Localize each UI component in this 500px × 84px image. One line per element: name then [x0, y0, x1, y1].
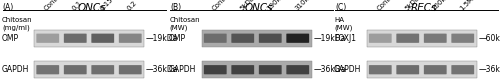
- FancyBboxPatch shape: [204, 34, 227, 43]
- Text: (C): (C): [335, 3, 346, 12]
- Text: GAPDH: GAPDH: [169, 65, 196, 74]
- FancyBboxPatch shape: [452, 34, 474, 43]
- Text: 1.5MDa: 1.5MDa: [458, 0, 481, 11]
- FancyBboxPatch shape: [204, 65, 227, 74]
- Text: FOXJ1: FOXJ1: [334, 34, 356, 43]
- Text: 5kDa: 5kDa: [238, 0, 256, 11]
- FancyBboxPatch shape: [259, 34, 281, 43]
- FancyBboxPatch shape: [286, 34, 309, 43]
- Bar: [202, 61, 312, 78]
- Text: OMP: OMP: [169, 34, 186, 43]
- Bar: [366, 61, 476, 78]
- Text: —36kDa: —36kDa: [146, 65, 178, 74]
- FancyBboxPatch shape: [119, 65, 142, 74]
- FancyBboxPatch shape: [36, 34, 59, 43]
- Text: —60kDa: —60kDa: [478, 34, 500, 43]
- Text: Control: Control: [376, 0, 398, 11]
- Text: Control: Control: [44, 0, 66, 11]
- Text: 0.15: 0.15: [98, 0, 114, 11]
- Bar: [202, 30, 312, 47]
- Text: OMP: OMP: [2, 34, 18, 43]
- FancyBboxPatch shape: [369, 65, 392, 74]
- Text: (A): (A): [2, 3, 14, 12]
- Text: GAPDH: GAPDH: [2, 65, 29, 74]
- Text: ONCs: ONCs: [78, 3, 106, 13]
- Text: ONCs: ONCs: [245, 3, 274, 13]
- Bar: [34, 61, 144, 78]
- FancyBboxPatch shape: [232, 34, 254, 43]
- FancyBboxPatch shape: [424, 65, 446, 74]
- Text: —36kDa: —36kDa: [478, 65, 500, 74]
- Bar: [366, 30, 476, 47]
- Text: Chitosan
(MW): Chitosan (MW): [170, 17, 200, 31]
- FancyBboxPatch shape: [259, 65, 281, 74]
- Text: —36kDa: —36kDa: [314, 65, 346, 74]
- Text: —19kDa: —19kDa: [314, 34, 346, 43]
- FancyBboxPatch shape: [92, 34, 114, 43]
- Bar: [34, 30, 144, 47]
- FancyBboxPatch shape: [92, 65, 114, 74]
- Text: HA
(MW): HA (MW): [334, 17, 353, 31]
- FancyBboxPatch shape: [36, 65, 59, 74]
- FancyBboxPatch shape: [396, 65, 419, 74]
- Text: GAPDH: GAPDH: [334, 65, 361, 74]
- Text: (B): (B): [170, 3, 181, 12]
- Text: 200kDa: 200kDa: [431, 0, 454, 11]
- FancyBboxPatch shape: [396, 34, 419, 43]
- Text: RECs: RECs: [411, 3, 438, 13]
- FancyBboxPatch shape: [64, 65, 86, 74]
- FancyBboxPatch shape: [119, 34, 142, 43]
- FancyBboxPatch shape: [232, 65, 254, 74]
- FancyBboxPatch shape: [286, 65, 309, 74]
- FancyBboxPatch shape: [64, 34, 86, 43]
- FancyBboxPatch shape: [424, 34, 446, 43]
- Text: 190kDa: 190kDa: [266, 0, 289, 11]
- Text: 0.2: 0.2: [126, 0, 138, 11]
- Text: 5kDa: 5kDa: [404, 0, 420, 11]
- FancyBboxPatch shape: [369, 34, 392, 43]
- FancyBboxPatch shape: [452, 65, 474, 74]
- Text: —19kDa: —19kDa: [146, 34, 178, 43]
- Text: 310kDa: 310kDa: [294, 0, 317, 11]
- Text: Chitosan
(mg/ml): Chitosan (mg/ml): [2, 17, 32, 31]
- Text: 0.1: 0.1: [71, 0, 83, 11]
- Text: Control: Control: [211, 0, 233, 11]
